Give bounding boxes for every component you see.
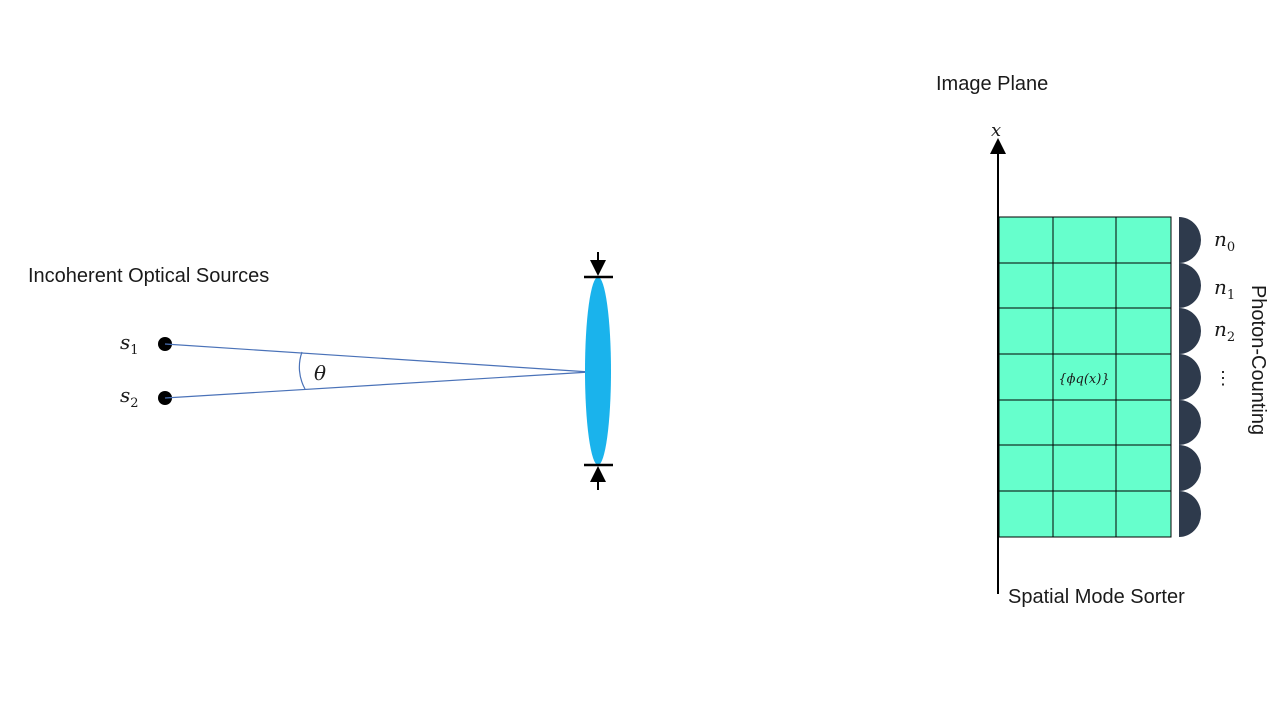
source-label-1: s1: [120, 330, 139, 358]
detector-5: [1179, 445, 1201, 491]
x-axis-label: x: [991, 120, 1001, 141]
detector-0: [1179, 217, 1201, 263]
sources-title: Incoherent Optical Sources: [28, 265, 269, 287]
sorter-box: [998, 216, 1172, 538]
angle-arc: [298, 351, 306, 390]
ray-2: [164, 371, 591, 399]
detector-array: [1179, 217, 1201, 537]
detector-label-2: n2: [1214, 317, 1235, 345]
photon-counting-label: Photon-Counting: [1247, 285, 1269, 435]
detector-1: [1179, 263, 1201, 308]
detector-ellipsis: ⋮: [1214, 368, 1232, 389]
image-plane-label: Image Plane: [936, 73, 1048, 95]
detector-3: [1179, 354, 1201, 400]
ray-1: [164, 343, 591, 373]
detector-4: [1179, 400, 1201, 445]
detector-label-0: n0: [1214, 227, 1235, 255]
detector-6: [1179, 491, 1201, 537]
lens: [585, 277, 611, 465]
angle-label: θ: [314, 361, 326, 385]
detector-label-1: n1: [1214, 275, 1235, 303]
detector-2: [1179, 308, 1201, 354]
mode-sorter-label: Spatial Mode Sorter: [1008, 586, 1185, 608]
source-label-2: s2: [120, 383, 139, 411]
mode-sorter-grid: [998, 216, 1172, 538]
mode-basis-label: {ϕq(x)}: [1058, 372, 1109, 387]
